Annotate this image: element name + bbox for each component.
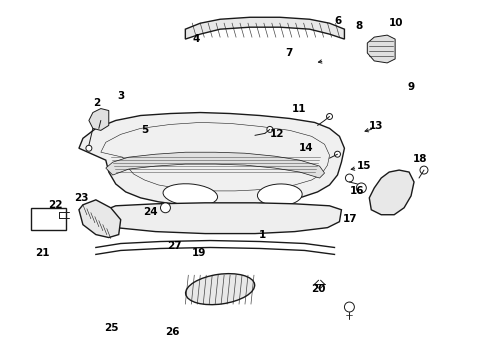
- Polygon shape: [79, 200, 121, 238]
- Circle shape: [345, 174, 353, 182]
- Polygon shape: [89, 109, 109, 130]
- Circle shape: [420, 166, 428, 174]
- Text: 14: 14: [298, 143, 313, 153]
- Circle shape: [335, 151, 341, 157]
- Text: 18: 18: [413, 154, 428, 163]
- Circle shape: [267, 126, 273, 132]
- Text: 16: 16: [350, 186, 364, 196]
- Text: 3: 3: [117, 91, 124, 101]
- Text: 20: 20: [311, 284, 325, 294]
- Polygon shape: [106, 203, 342, 234]
- Text: 4: 4: [193, 34, 200, 44]
- Text: 13: 13: [369, 121, 384, 131]
- Text: 5: 5: [142, 125, 149, 135]
- Text: 23: 23: [74, 193, 89, 203]
- Text: 21: 21: [36, 248, 50, 258]
- Polygon shape: [185, 17, 344, 39]
- Text: 8: 8: [356, 21, 363, 31]
- Text: 10: 10: [389, 18, 403, 28]
- Circle shape: [356, 183, 367, 193]
- Polygon shape: [369, 170, 414, 215]
- Text: 2: 2: [93, 98, 100, 108]
- Text: 27: 27: [167, 241, 182, 251]
- Polygon shape: [79, 113, 344, 206]
- Ellipse shape: [186, 274, 255, 305]
- Polygon shape: [368, 35, 395, 63]
- Polygon shape: [31, 208, 66, 230]
- Text: 11: 11: [292, 104, 306, 113]
- Ellipse shape: [257, 184, 302, 206]
- Circle shape: [161, 203, 171, 213]
- Text: 24: 24: [143, 207, 157, 217]
- Circle shape: [86, 145, 92, 151]
- Text: 19: 19: [192, 248, 206, 258]
- Ellipse shape: [163, 184, 218, 206]
- Text: 17: 17: [343, 214, 357, 224]
- Circle shape: [344, 302, 354, 312]
- Circle shape: [326, 113, 333, 120]
- Text: 9: 9: [407, 82, 414, 92]
- Text: 25: 25: [104, 323, 118, 333]
- Text: 26: 26: [165, 327, 179, 337]
- Text: 22: 22: [48, 200, 62, 210]
- Text: 6: 6: [334, 16, 341, 26]
- Text: 12: 12: [270, 129, 284, 139]
- Text: 15: 15: [357, 161, 371, 171]
- Text: 7: 7: [285, 48, 293, 58]
- Polygon shape: [106, 152, 324, 178]
- Text: 1: 1: [258, 230, 266, 240]
